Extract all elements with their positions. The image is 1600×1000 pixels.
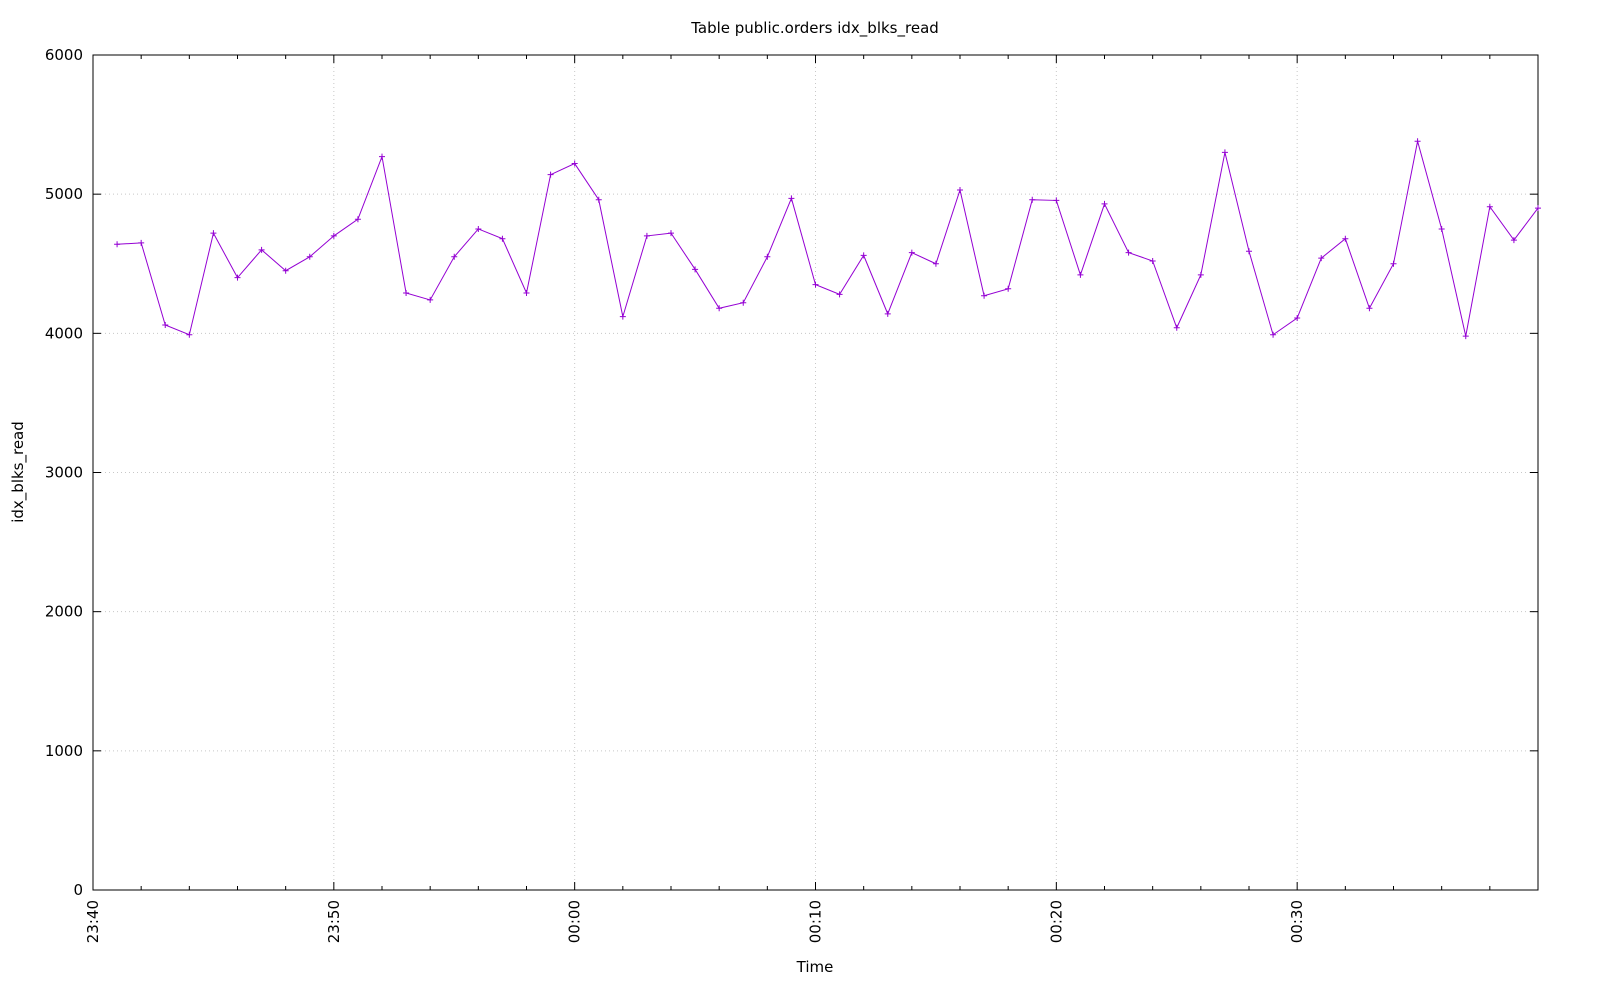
y-tick-label: 1000 bbox=[45, 742, 83, 760]
x-tick-label: 23:50 bbox=[325, 900, 343, 943]
data-point bbox=[836, 291, 843, 298]
data-point bbox=[306, 253, 313, 260]
data-point bbox=[1438, 225, 1445, 232]
x-tick-label: 23:40 bbox=[84, 900, 102, 943]
y-tick-label: 5000 bbox=[45, 185, 83, 203]
data-point bbox=[258, 246, 265, 253]
data-point bbox=[1246, 248, 1252, 255]
y-axis-label: idx_blks_read bbox=[9, 421, 28, 523]
data-point bbox=[1149, 257, 1156, 264]
data-point bbox=[1535, 205, 1541, 212]
y-tick-label: 0 bbox=[73, 881, 83, 899]
data-point bbox=[908, 249, 915, 256]
data-point bbox=[427, 296, 434, 303]
data-point bbox=[282, 267, 289, 274]
plot-frame bbox=[92, 54, 1539, 891]
data-point bbox=[1270, 331, 1277, 338]
data-point bbox=[234, 274, 241, 281]
x-tick-label: 00:20 bbox=[1047, 900, 1065, 943]
data-point bbox=[1053, 197, 1060, 204]
data-point bbox=[571, 160, 578, 167]
x-tick-label: 00:30 bbox=[1288, 900, 1306, 943]
data-point bbox=[1221, 149, 1228, 156]
data-point bbox=[354, 216, 361, 223]
data-point bbox=[1197, 271, 1204, 278]
data-point bbox=[692, 266, 699, 273]
data-point bbox=[138, 239, 145, 246]
data-line bbox=[117, 141, 1539, 337]
data-point bbox=[1029, 196, 1036, 203]
data-point bbox=[668, 230, 674, 237]
data-point bbox=[1318, 255, 1325, 262]
data-point bbox=[1294, 315, 1301, 322]
x-axis-label: Time bbox=[796, 958, 834, 976]
data-point bbox=[114, 241, 121, 248]
data-point bbox=[764, 253, 771, 260]
data-point bbox=[981, 292, 988, 299]
data-point bbox=[1414, 138, 1421, 145]
data-point bbox=[788, 195, 795, 202]
data-point bbox=[860, 252, 867, 259]
y-tick-label: 3000 bbox=[45, 464, 83, 482]
data-point bbox=[619, 313, 626, 320]
data-point bbox=[1173, 324, 1180, 331]
chart-title: Table public.orders idx_blks_read bbox=[690, 19, 939, 38]
data-point bbox=[1005, 285, 1012, 292]
data-point bbox=[595, 196, 602, 203]
data-point bbox=[932, 260, 939, 267]
data-point bbox=[1390, 260, 1397, 267]
data-point bbox=[884, 310, 891, 317]
data-point bbox=[1462, 333, 1469, 340]
data-point bbox=[812, 281, 819, 288]
data-point bbox=[379, 153, 385, 160]
data-point bbox=[499, 235, 506, 242]
data-point bbox=[210, 230, 217, 237]
data-point bbox=[162, 321, 169, 328]
data-point bbox=[475, 225, 482, 232]
y-tick-label: 4000 bbox=[45, 324, 83, 342]
data-point bbox=[957, 186, 963, 193]
x-tick-label: 00:10 bbox=[807, 900, 825, 943]
data-point bbox=[643, 232, 650, 239]
data-point bbox=[740, 299, 747, 306]
data-point bbox=[1486, 203, 1493, 210]
data-point bbox=[1077, 271, 1084, 278]
data-point bbox=[1125, 249, 1132, 256]
y-tick-label: 6000 bbox=[45, 46, 83, 64]
data-point bbox=[547, 171, 554, 178]
x-tick-label: 00:00 bbox=[566, 900, 584, 943]
y-tick-label: 2000 bbox=[45, 603, 83, 621]
data-point bbox=[1101, 200, 1108, 207]
data-point bbox=[451, 253, 458, 260]
data-point bbox=[330, 232, 337, 239]
data-point bbox=[1510, 237, 1517, 244]
data-point bbox=[403, 289, 410, 296]
data-point bbox=[186, 331, 193, 338]
data-point bbox=[716, 305, 723, 312]
data-point bbox=[523, 289, 530, 296]
data-point bbox=[1366, 305, 1373, 312]
data-point bbox=[1342, 235, 1349, 242]
